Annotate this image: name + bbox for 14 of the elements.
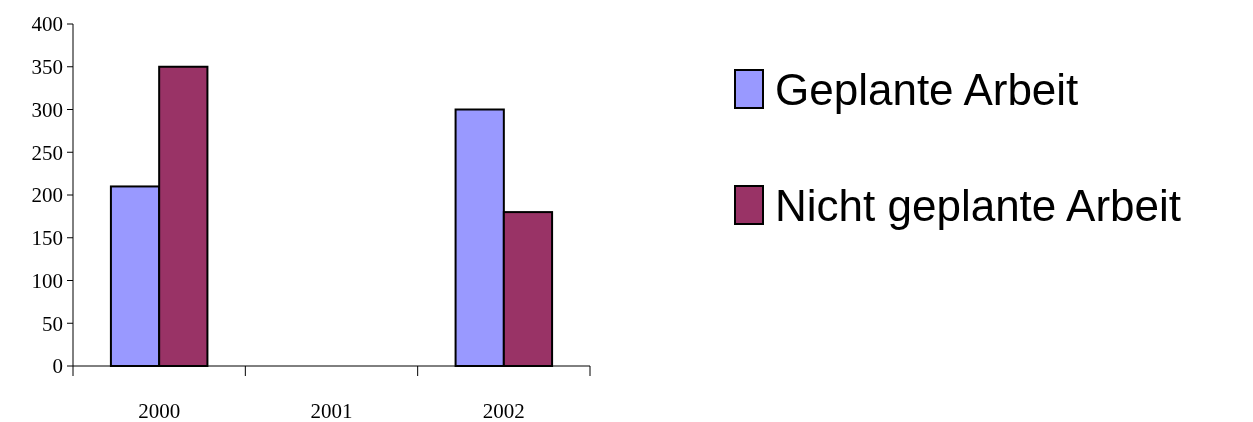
x-tick-label: 2002 [482, 399, 525, 422]
x-tick-label: 2000 [138, 399, 181, 422]
legend-label: Nicht geplante Arbeit [775, 181, 1182, 231]
y-tick-label: 200 [31, 183, 63, 208]
y-tick-label: 300 [31, 97, 63, 122]
legend-label: Geplante Arbeit [775, 65, 1079, 115]
y-tick-label: 400 [31, 12, 63, 37]
y-tick-label: 250 [31, 140, 63, 165]
y-tick-label: 150 [31, 226, 63, 251]
y-tick-label: 0 [52, 354, 63, 379]
x-tick-label: 2001 [310, 399, 353, 422]
y-tick-label: 50 [42, 311, 63, 336]
y-tick-label: 100 [31, 268, 63, 293]
y-tick-label: 350 [31, 55, 63, 80]
